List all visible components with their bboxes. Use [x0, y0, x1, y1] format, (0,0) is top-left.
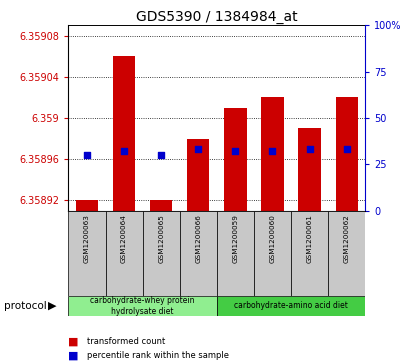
- Bar: [298, 128, 321, 211]
- Bar: [113, 56, 135, 211]
- Point: [158, 152, 164, 158]
- Title: GDS5390 / 1384984_at: GDS5390 / 1384984_at: [136, 11, 298, 24]
- Bar: [68, 211, 105, 296]
- Bar: [105, 211, 143, 296]
- Text: GSM1200062: GSM1200062: [344, 214, 350, 263]
- Bar: [150, 200, 172, 211]
- Bar: [328, 211, 365, 296]
- Point: [84, 152, 90, 158]
- Bar: [261, 97, 283, 211]
- Text: carbohydrate-whey protein
hydrolysate diet: carbohydrate-whey protein hydrolysate di…: [90, 296, 195, 315]
- Text: percentile rank within the sample: percentile rank within the sample: [87, 351, 229, 360]
- Bar: [335, 97, 358, 211]
- Bar: [76, 200, 98, 211]
- Bar: [187, 139, 210, 211]
- Bar: [180, 211, 217, 296]
- Text: GSM1200066: GSM1200066: [195, 214, 201, 263]
- Point: [195, 147, 202, 152]
- Point: [306, 147, 313, 152]
- Bar: [254, 211, 291, 296]
- Text: GSM1200063: GSM1200063: [84, 214, 90, 263]
- Point: [232, 148, 239, 154]
- Text: protocol: protocol: [4, 301, 47, 311]
- Text: ■: ■: [68, 351, 79, 361]
- Point: [269, 148, 276, 154]
- Text: transformed count: transformed count: [87, 337, 166, 346]
- Text: GSM1200061: GSM1200061: [307, 214, 312, 263]
- Bar: [217, 296, 365, 316]
- Text: GSM1200060: GSM1200060: [269, 214, 276, 263]
- Bar: [143, 211, 180, 296]
- Bar: [291, 211, 328, 296]
- Text: GSM1200065: GSM1200065: [158, 214, 164, 263]
- Text: ▶: ▶: [48, 301, 56, 311]
- Point: [343, 147, 350, 152]
- Text: GSM1200064: GSM1200064: [121, 214, 127, 263]
- Point: [121, 148, 127, 154]
- Text: carbohydrate-amino acid diet: carbohydrate-amino acid diet: [234, 301, 348, 310]
- Bar: [224, 108, 247, 211]
- Bar: [217, 211, 254, 296]
- Bar: [68, 296, 217, 316]
- Text: ■: ■: [68, 336, 79, 346]
- Text: GSM1200059: GSM1200059: [232, 214, 238, 263]
